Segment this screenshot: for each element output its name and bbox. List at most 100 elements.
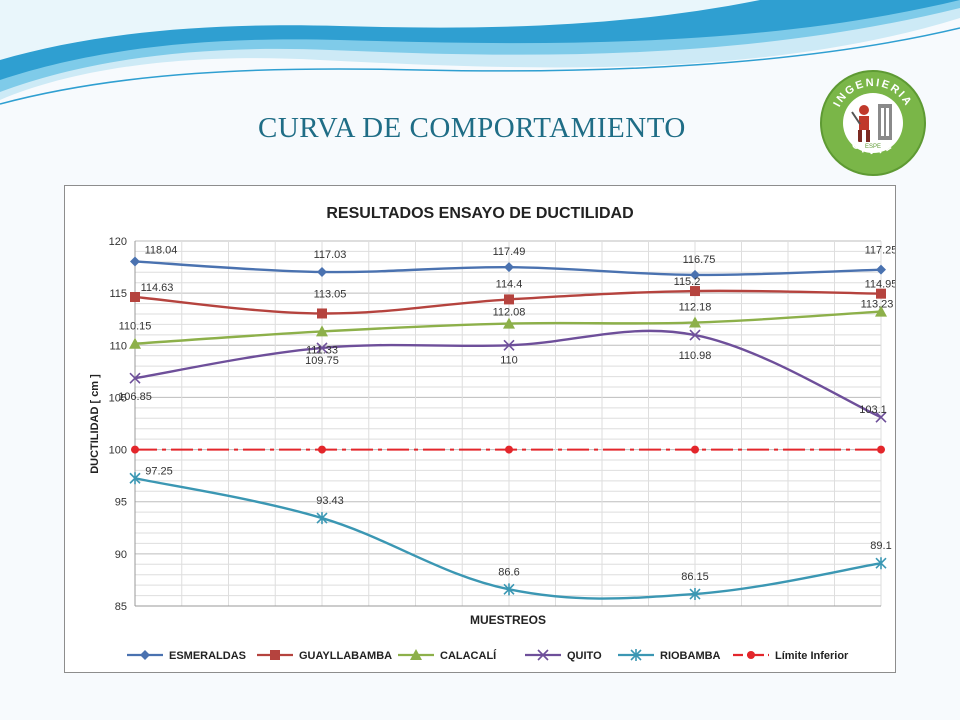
chart-data-labels: 118.04 117.03 117.49 116.75 117.25 114.63 113.… (118, 244, 895, 583)
data-label-riobamba: 86.15 (681, 571, 709, 583)
ductility-chart: RESULTADOS ENSAYO DE DUCTILIDAD 85 90 95 10… (89, 205, 895, 662)
data-label-esmeraldas: 117.03 (314, 249, 347, 261)
data-point-l-mite-inferior (318, 445, 326, 454)
data-point-quito (689, 329, 701, 341)
legend-label: QUITO (567, 650, 602, 662)
data-label-guayllabamba: 113.05 (314, 288, 347, 300)
data-point-l-mite-inferior (691, 445, 699, 454)
logo-figure-icon (851, 104, 892, 142)
legend-label: Límite Inferior (775, 650, 849, 662)
data-label-esmeraldas: 117.25 (865, 245, 895, 257)
chart-axes: 85 90 95 100 105 110 115 120 (109, 236, 881, 613)
y-tick-label: 115 (109, 288, 127, 300)
data-label-calacal-: 112.08 (493, 307, 526, 319)
series-riobamba (129, 472, 887, 601)
legend-label: GUAYLLABAMBA (299, 650, 392, 662)
data-label-calacal-: 110.15 (119, 321, 152, 333)
data-point-l-mite-inferior (505, 445, 513, 454)
data-point-calacal- (875, 305, 887, 317)
data-point-quito (129, 372, 141, 384)
data-label-riobamba: 89.1 (870, 540, 891, 552)
series-l-mite-inferior (131, 445, 885, 454)
data-label-calacal-: 112.18 (679, 302, 712, 314)
series-guayllabamba (130, 286, 886, 319)
data-label-quito: 110.98 (679, 350, 712, 362)
legend-item-esmeraldas: ESMERALDAS (127, 650, 246, 662)
legend-marker (630, 649, 642, 661)
y-tick-label: 95 (115, 497, 127, 509)
data-point-quito (503, 339, 515, 351)
data-label-quito: 110 (500, 354, 518, 366)
legend-label: RIOBAMBA (660, 650, 721, 662)
legend-marker (410, 649, 422, 660)
series-esmeraldas (130, 256, 886, 280)
data-point-guayllabamba (504, 294, 514, 305)
data-label-guayllabamba: 114.95 (865, 279, 895, 291)
data-point-guayllabamba (876, 288, 886, 299)
wave-white (0, 0, 760, 60)
data-point-l-mite-inferior (131, 445, 139, 454)
y-axis-label: DUCTILIDAD [ cm ] (89, 374, 101, 474)
data-label-guayllabamba: 114.63 (141, 282, 174, 294)
data-point-quito (875, 411, 887, 423)
data-label-riobamba: 93.43 (316, 495, 344, 507)
legend-item-l-mite-inferior: Límite Inferior (733, 650, 849, 662)
data-point-calacal- (503, 317, 515, 329)
data-point-guayllabamba (690, 286, 700, 297)
data-point-riobamba (689, 588, 701, 601)
x-axis-label: MUESTREOS (470, 613, 546, 627)
wave-line (0, 27, 960, 105)
data-point-riobamba (129, 472, 141, 485)
data-label-riobamba: 97.25 (145, 465, 173, 477)
series-calacal- (129, 305, 887, 349)
legend-item-guayllabamba: GUAYLLABAMBA (257, 650, 392, 662)
chart-series (129, 256, 887, 601)
y-tick-label: 110 (109, 340, 127, 352)
legend-item-quito: QUITO (525, 649, 602, 662)
series-line-riobamba (134, 477, 882, 600)
data-label-esmeraldas: 116.75 (683, 254, 716, 266)
data-label-calacal-: 111.33 (306, 344, 338, 356)
slide-title: CURVA DE COMPORTAMIENTO (258, 112, 686, 144)
data-label-esmeraldas: 117.49 (493, 246, 526, 258)
data-point-calacal- (689, 316, 701, 328)
y-tick-label: 90 (115, 549, 127, 561)
series-quito (129, 329, 887, 423)
data-point-guayllabamba (130, 292, 140, 303)
chart-frame: RESULTADOS ENSAYO DE DUCTILIDAD 85 90 95 10… (64, 185, 896, 673)
data-label-calacal-: 113.23 (861, 299, 894, 311)
data-point-esmeraldas (876, 264, 886, 275)
legend-label: CALACALÍ (440, 649, 497, 662)
data-point-esmeraldas (690, 269, 700, 280)
y-tick-label: 120 (109, 236, 127, 248)
logo-text-small: ESPE (865, 144, 881, 150)
data-label-guayllabamba: 115.2 (674, 276, 701, 288)
data-point-esmeraldas (130, 256, 140, 267)
ingenieria-civil-logo: INGENIERIA CIVIL ESPE (820, 70, 926, 176)
data-label-guayllabamba: 114.4 (496, 278, 523, 290)
chart-legend: ESMERALDAS GUAYLLABAMBA CALACALÍ QUITO RIOBA… (127, 649, 849, 662)
legend-marker (270, 650, 280, 660)
data-point-guayllabamba (317, 308, 327, 319)
legend-item-calacal-: CALACALÍ (398, 649, 497, 662)
background-waves (0, 0, 960, 105)
y-tick-label: 100 (109, 445, 127, 457)
data-label-riobamba: 86.6 (498, 566, 519, 578)
legend-marker (537, 649, 549, 661)
data-label-quito: 103.1 (859, 404, 887, 416)
data-label-quito: 106.85 (118, 391, 152, 403)
legend-marker (747, 651, 755, 659)
data-point-calacal- (316, 325, 328, 337)
data-point-esmeraldas (317, 266, 327, 277)
data-label-esmeraldas: 118.04 (145, 244, 178, 256)
legend-label: ESMERALDAS (169, 650, 246, 662)
data-label-quito: 109.75 (305, 355, 339, 367)
data-point-riobamba (503, 583, 515, 596)
y-tick-label: 85 (115, 601, 127, 613)
data-point-quito (316, 342, 328, 354)
legend-marker (140, 650, 150, 660)
data-point-esmeraldas (504, 262, 514, 273)
chart-title: RESULTADOS ENSAYO DE DUCTILIDAD (326, 205, 633, 222)
data-point-l-mite-inferior (877, 445, 885, 454)
data-point-riobamba (316, 512, 328, 525)
